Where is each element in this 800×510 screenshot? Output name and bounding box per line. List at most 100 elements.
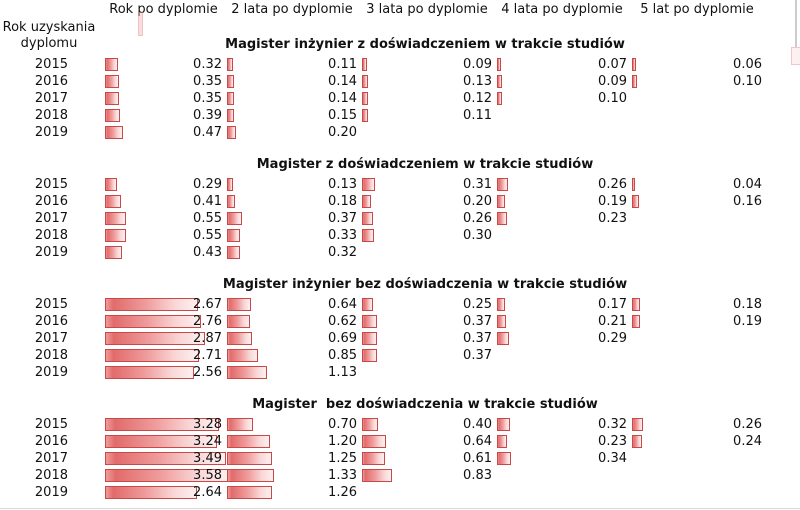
year-label: 2018 xyxy=(34,108,68,123)
year-label: 2019 xyxy=(34,125,68,140)
value-bar xyxy=(227,246,240,259)
value-bar xyxy=(497,332,509,345)
year-label: 2015 xyxy=(34,297,68,312)
value-bar xyxy=(227,58,233,71)
value-bar xyxy=(362,349,377,362)
value-label: 0.10 xyxy=(598,91,627,106)
year-label: 2015 xyxy=(34,177,68,192)
value-bar xyxy=(227,452,272,465)
value-bar xyxy=(362,92,368,105)
value-bar xyxy=(105,315,201,328)
value-bar xyxy=(497,315,506,328)
value-bar xyxy=(105,246,122,259)
value-bar xyxy=(227,195,235,208)
year-label: 2016 xyxy=(34,314,68,329)
value-bar xyxy=(362,229,374,242)
value-bar xyxy=(362,435,386,448)
year-label: 2019 xyxy=(34,485,68,500)
value-bar xyxy=(632,58,636,71)
value-label: 1.20 xyxy=(328,434,357,449)
value-label: 2.76 xyxy=(193,314,222,329)
value-bar xyxy=(227,435,270,448)
value-bar xyxy=(497,298,505,311)
value-label: 0.64 xyxy=(328,297,357,312)
value-label: 3.24 xyxy=(193,434,222,449)
year-label: 2017 xyxy=(34,331,68,346)
year-label: 2015 xyxy=(34,57,68,72)
value-label: 0.70 xyxy=(328,417,357,432)
value-label: 0.18 xyxy=(733,297,762,312)
value-bar xyxy=(362,298,373,311)
value-label: 0.23 xyxy=(598,211,627,226)
value-label: 0.37 xyxy=(463,314,492,329)
value-bar xyxy=(105,195,121,208)
year-label: 2016 xyxy=(34,434,68,449)
value-bar xyxy=(105,486,197,499)
value-label: 0.55 xyxy=(193,228,222,243)
value-label: 0.34 xyxy=(598,451,627,466)
value-bar xyxy=(227,469,274,482)
value-label: 0.23 xyxy=(598,434,627,449)
value-label: 2.64 xyxy=(193,485,222,500)
column-header-5-lat-po-dyplomie: 5 lat po dyplomie xyxy=(640,2,754,17)
value-bar xyxy=(105,298,198,311)
value-label: 0.12 xyxy=(463,91,492,106)
value-bar xyxy=(227,92,234,105)
value-bar xyxy=(497,195,505,208)
value-label: 0.37 xyxy=(463,331,492,346)
value-label: 0.10 xyxy=(733,74,762,89)
value-label: 0.62 xyxy=(328,314,357,329)
value-label: 0.37 xyxy=(328,211,357,226)
value-bar xyxy=(497,452,511,465)
value-label: 0.39 xyxy=(193,108,222,123)
value-bar xyxy=(362,418,378,431)
value-label: 0.26 xyxy=(598,177,627,192)
year-label: 2019 xyxy=(34,365,68,380)
value-bar xyxy=(227,366,267,379)
value-label: 0.41 xyxy=(193,194,222,209)
value-bar xyxy=(105,229,126,242)
value-bar xyxy=(227,332,252,345)
section-title: Magister z doświadczeniem w trakcie stud… xyxy=(256,157,594,172)
value-bar xyxy=(105,109,120,122)
value-bar xyxy=(362,332,377,345)
year-label: 2018 xyxy=(34,228,68,243)
value-label: 0.83 xyxy=(463,468,492,483)
value-bar xyxy=(105,452,226,465)
year-label: 2017 xyxy=(34,211,68,226)
value-label: 2.71 xyxy=(193,348,222,363)
value-bar xyxy=(105,332,205,345)
value-bar xyxy=(497,212,507,225)
value-bar xyxy=(632,315,640,328)
value-label: 0.13 xyxy=(328,177,357,192)
value-label: 0.25 xyxy=(463,297,492,312)
value-label: 0.04 xyxy=(733,177,762,192)
value-label: 0.14 xyxy=(328,74,357,89)
year-label: 2017 xyxy=(34,451,68,466)
year-label: 2017 xyxy=(34,91,68,106)
value-bar xyxy=(105,366,194,379)
value-label: 0.32 xyxy=(328,245,357,260)
value-label: 2.56 xyxy=(193,365,222,380)
value-bar xyxy=(632,418,643,431)
value-label: 0.20 xyxy=(463,194,492,209)
value-bar xyxy=(227,349,258,362)
value-bar xyxy=(362,212,373,225)
value-label: 0.18 xyxy=(328,194,357,209)
artifact-clipped-bar xyxy=(791,47,800,65)
value-label: 1.26 xyxy=(328,485,357,500)
value-bar xyxy=(227,315,250,328)
column-header-rok-po-dyplomie: Rok po dyplomie xyxy=(109,2,218,17)
value-bar xyxy=(227,298,251,311)
value-label: 3.58 xyxy=(193,468,222,483)
value-bar xyxy=(497,178,508,191)
value-label: 0.11 xyxy=(328,57,357,72)
value-bar xyxy=(362,315,377,328)
value-label: 0.35 xyxy=(193,91,222,106)
value-bar xyxy=(497,58,501,71)
value-label: 2.87 xyxy=(193,331,222,346)
value-label: 0.85 xyxy=(328,348,357,363)
value-bar xyxy=(632,195,639,208)
value-label: 0.69 xyxy=(328,331,357,346)
